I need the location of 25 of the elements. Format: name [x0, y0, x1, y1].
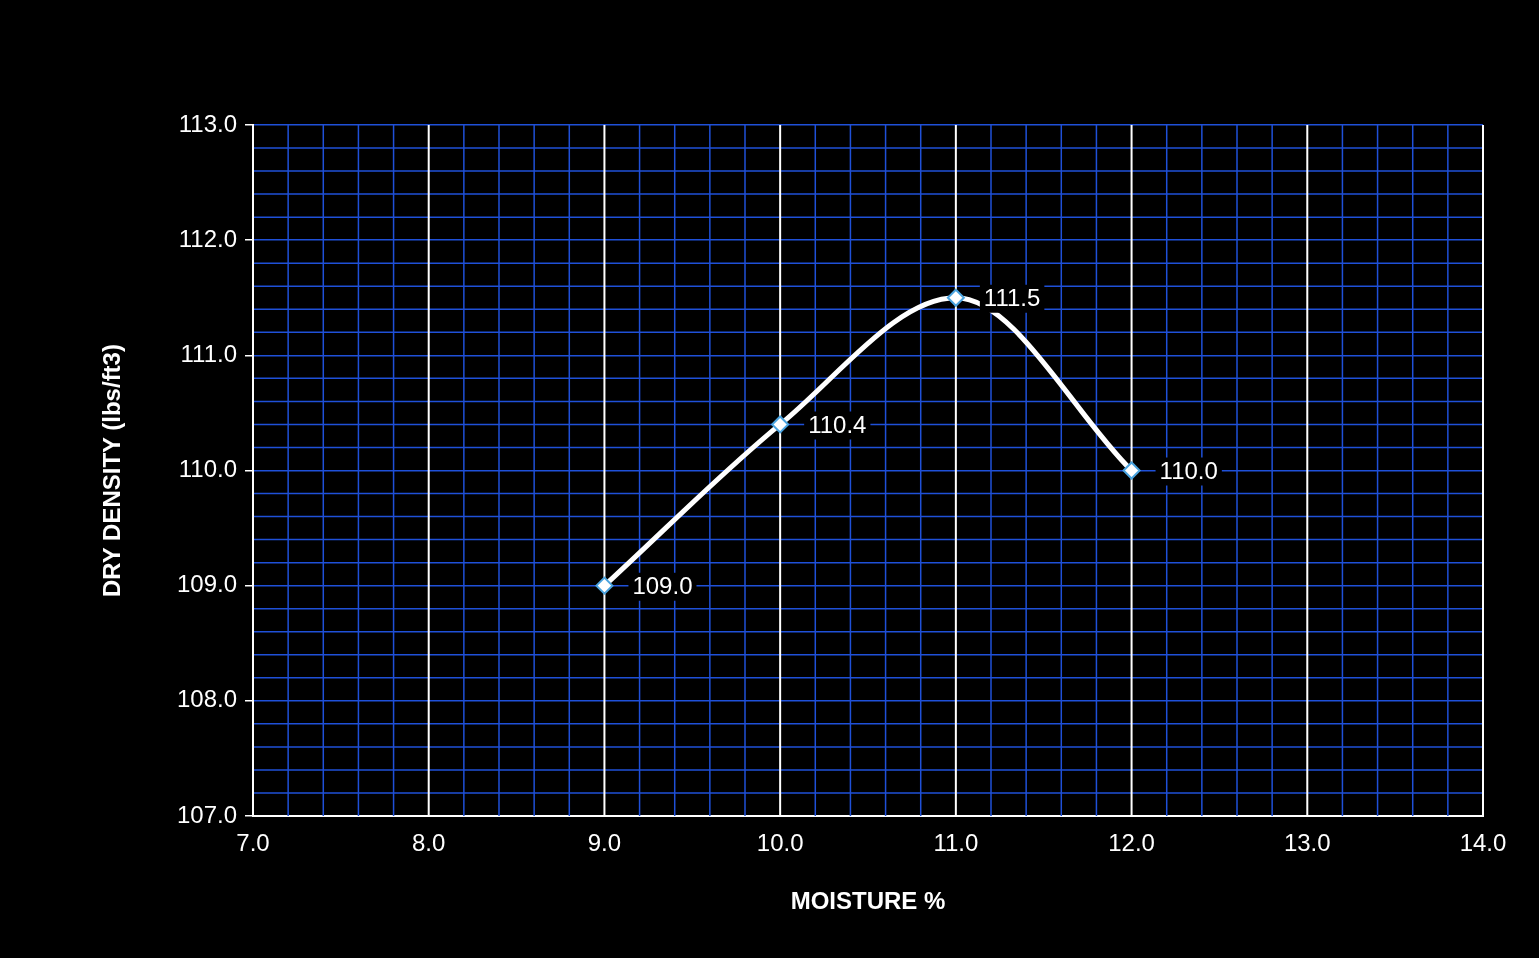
y-tick-label: 112.0	[178, 224, 237, 252]
y-tick-label: 108.0	[176, 685, 237, 713]
y-axis-title: DRY DENSITY (lbs/ft3)	[98, 344, 126, 597]
point	[946, 288, 965, 307]
data-label: 110.0	[1159, 457, 1218, 485]
point	[595, 576, 614, 595]
x-axis-title: MOISTURE %	[790, 887, 946, 915]
data-label: 111.5	[983, 284, 1041, 312]
x-tick-label: 12.0	[1108, 829, 1155, 857]
y-tick-label: 111.0	[180, 339, 237, 367]
point	[1122, 461, 1141, 480]
data-label: 110.4	[808, 411, 867, 439]
y-tick-label: 109.0	[176, 570, 237, 598]
x-tick-label: 8.0	[412, 829, 446, 857]
y-tick-label: 110.0	[178, 455, 237, 483]
x-tick-label: 7.0	[236, 829, 270, 857]
x-tick-label: 9.0	[587, 829, 622, 857]
x-tick-label: 14.0	[1459, 829, 1507, 857]
data-label: 109.0	[632, 572, 693, 600]
y-tick-label: 107.0	[176, 800, 237, 828]
point	[771, 415, 790, 434]
y-tick-label: 113.0	[178, 109, 237, 137]
x-tick-label: 10.0	[756, 829, 804, 857]
x-tick-label: 11.0	[933, 829, 979, 857]
x-tick-label: 13.0	[1283, 829, 1331, 857]
